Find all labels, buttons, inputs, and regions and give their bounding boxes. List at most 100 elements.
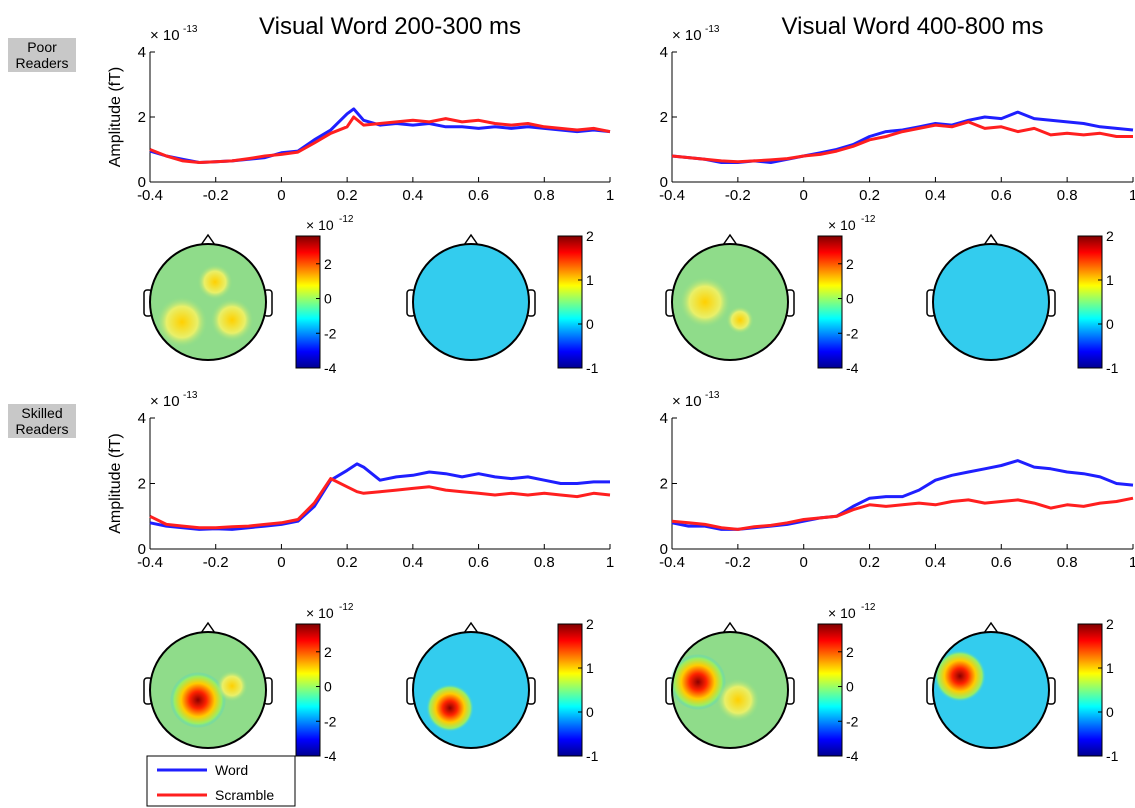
y-axis-label: Amplitude (fT): [107, 433, 124, 533]
x-tick-label: 0.2: [337, 187, 358, 204]
colorbar-tick-label: -2: [324, 713, 337, 729]
colorbar-tick-label: 0: [846, 291, 854, 307]
x-tick-label: -0.2: [725, 187, 751, 204]
y-multiplier-exponent: -13: [183, 24, 198, 35]
x-tick-label: 0.4: [402, 554, 423, 571]
colorbar-multiplier-exponent: -12: [861, 602, 876, 613]
chart-title: Visual Word 400-800 ms: [782, 13, 1044, 40]
series-line-scramble: [149, 477, 611, 530]
colorbar-tick-label: 1: [586, 660, 594, 676]
colorbar-6: 2 1 0 -1: [557, 616, 599, 764]
head-outline: [932, 243, 1050, 361]
x-tick-label: 1: [606, 187, 614, 204]
colorbar-multiplier-label: × 10: [306, 217, 334, 233]
colorbar-tick-label: -2: [846, 325, 859, 341]
colorbar-multiplier-label: × 10: [828, 217, 856, 233]
head-nose: [200, 233, 216, 246]
y-multiplier-exponent: -13: [183, 390, 198, 401]
x-tick-label: -0.2: [203, 187, 229, 204]
head-nose: [983, 233, 999, 246]
x-tick-label: 0.8: [1057, 187, 1078, 204]
topomap-1: [143, 233, 273, 361]
series-line-word: [671, 110, 1134, 164]
y-multiplier-label: × 10: [150, 393, 180, 410]
activation-blob: [197, 264, 233, 300]
colorbar-4: 2 1 0 -1: [1077, 228, 1119, 376]
x-tick-label: -0.2: [203, 554, 229, 571]
x-tick-label: -0.4: [659, 554, 685, 571]
colorbar-1: 2 0 -2 -4 × 10 -12: [295, 214, 354, 376]
series-line-word: [149, 107, 611, 164]
topomap-2: [406, 233, 536, 361]
head-outline: [671, 243, 789, 361]
colorbar-tick-label: 1: [586, 272, 594, 288]
y-tick-label: 4: [138, 410, 146, 427]
head-nose: [722, 621, 738, 634]
series-line-word: [671, 459, 1134, 531]
colorbar-tick-label: -1: [586, 748, 599, 764]
colorbar-multiplier-exponent: -12: [339, 214, 354, 225]
topomap-6: [406, 621, 536, 749]
y-tick-label: 4: [660, 44, 668, 61]
x-tick-label: 0.6: [468, 187, 489, 204]
x-tick-label: -0.4: [659, 187, 685, 204]
colorbar-gradient: [817, 235, 843, 369]
activation-blob: [716, 678, 760, 722]
colorbar-tick-label: 0: [586, 316, 594, 332]
y-tick-label: 0: [138, 174, 146, 191]
x-tick-label: -0.4: [137, 554, 163, 571]
colorbar-tick-label: 0: [324, 291, 332, 307]
colorbar-gradient: [817, 623, 843, 757]
activation-blob: [726, 306, 754, 334]
colorbar-multiplier-label: × 10: [306, 605, 334, 621]
head-nose: [463, 621, 479, 634]
head-nose: [463, 233, 479, 246]
colorbar-tick-label: 2: [324, 256, 332, 272]
colorbar-tick-label: 0: [846, 679, 854, 695]
activation-blob: [934, 650, 986, 702]
x-tick-label: 0.2: [337, 554, 358, 571]
x-tick-label: 0: [800, 554, 808, 571]
colorbar-3: 2 0 -2 -4 × 10 -12: [817, 214, 876, 376]
activation-blob: [210, 298, 254, 342]
colorbar-tick-label: 2: [846, 256, 854, 272]
colorbar-tick-label: 1: [1106, 660, 1114, 676]
colorbar-tick-label: -1: [1106, 748, 1119, 764]
y-tick-label: 0: [660, 174, 668, 191]
head-outline: [932, 631, 1050, 749]
y-multiplier-label: × 10: [150, 27, 180, 44]
head-map: [413, 244, 529, 360]
topomap-5: [143, 621, 273, 749]
head-map: [933, 244, 1049, 360]
colorbar-2: 2 1 0 -1: [557, 228, 599, 376]
x-tick-label: 0.6: [991, 187, 1012, 204]
chart-panel-3: -0.4 -0.2 0 0.2 0.4 0.6 0.8 1 0 2 4× 10 -13 Amplitud…: [107, 390, 614, 571]
y-multiplier-label: × 10: [672, 27, 702, 44]
colorbar-tick-label: 1: [1106, 272, 1114, 288]
y-tick-label: 2: [660, 109, 668, 126]
colorbar-tick-label: -4: [324, 748, 337, 764]
topomap-7: [665, 621, 795, 749]
x-tick-label: 0.2: [859, 187, 880, 204]
colorbar-tick-label: -2: [324, 325, 337, 341]
colorbar-multiplier-label: × 10: [828, 605, 856, 621]
x-tick-label: -0.2: [725, 554, 751, 571]
chart-panel-4: -0.4 -0.2 0 0.2 0.4 0.6 0.8 1 0 2 4× 10 -13: [659, 390, 1135, 571]
colorbar-tick-label: 0: [1106, 704, 1114, 720]
legend-scramble-label: Scramble: [215, 787, 274, 803]
activation-blob: [670, 654, 726, 710]
head-outline: [412, 631, 530, 749]
head-outline: [412, 243, 530, 361]
colorbar-tick-label: -1: [1106, 360, 1119, 376]
colorbar-tick-label: 2: [586, 228, 594, 244]
colorbar-tick-label: 2: [1106, 228, 1114, 244]
topomap-8: [926, 621, 1056, 749]
x-tick-label: 0.6: [468, 554, 489, 571]
activation-blob: [156, 296, 208, 348]
y-multiplier-label: × 10: [672, 393, 702, 410]
poor-readers-label: Poor Readers: [8, 38, 76, 72]
y-multiplier-exponent: -13: [705, 390, 720, 401]
chart-panel-1: -0.4 -0.2 0 0.2 0.4 0.6 0.8 1 0 2 4× 10 -13 Visual W…: [107, 13, 614, 204]
x-tick-label: 0: [800, 187, 808, 204]
colorbar-tick-label: -2: [846, 713, 859, 729]
